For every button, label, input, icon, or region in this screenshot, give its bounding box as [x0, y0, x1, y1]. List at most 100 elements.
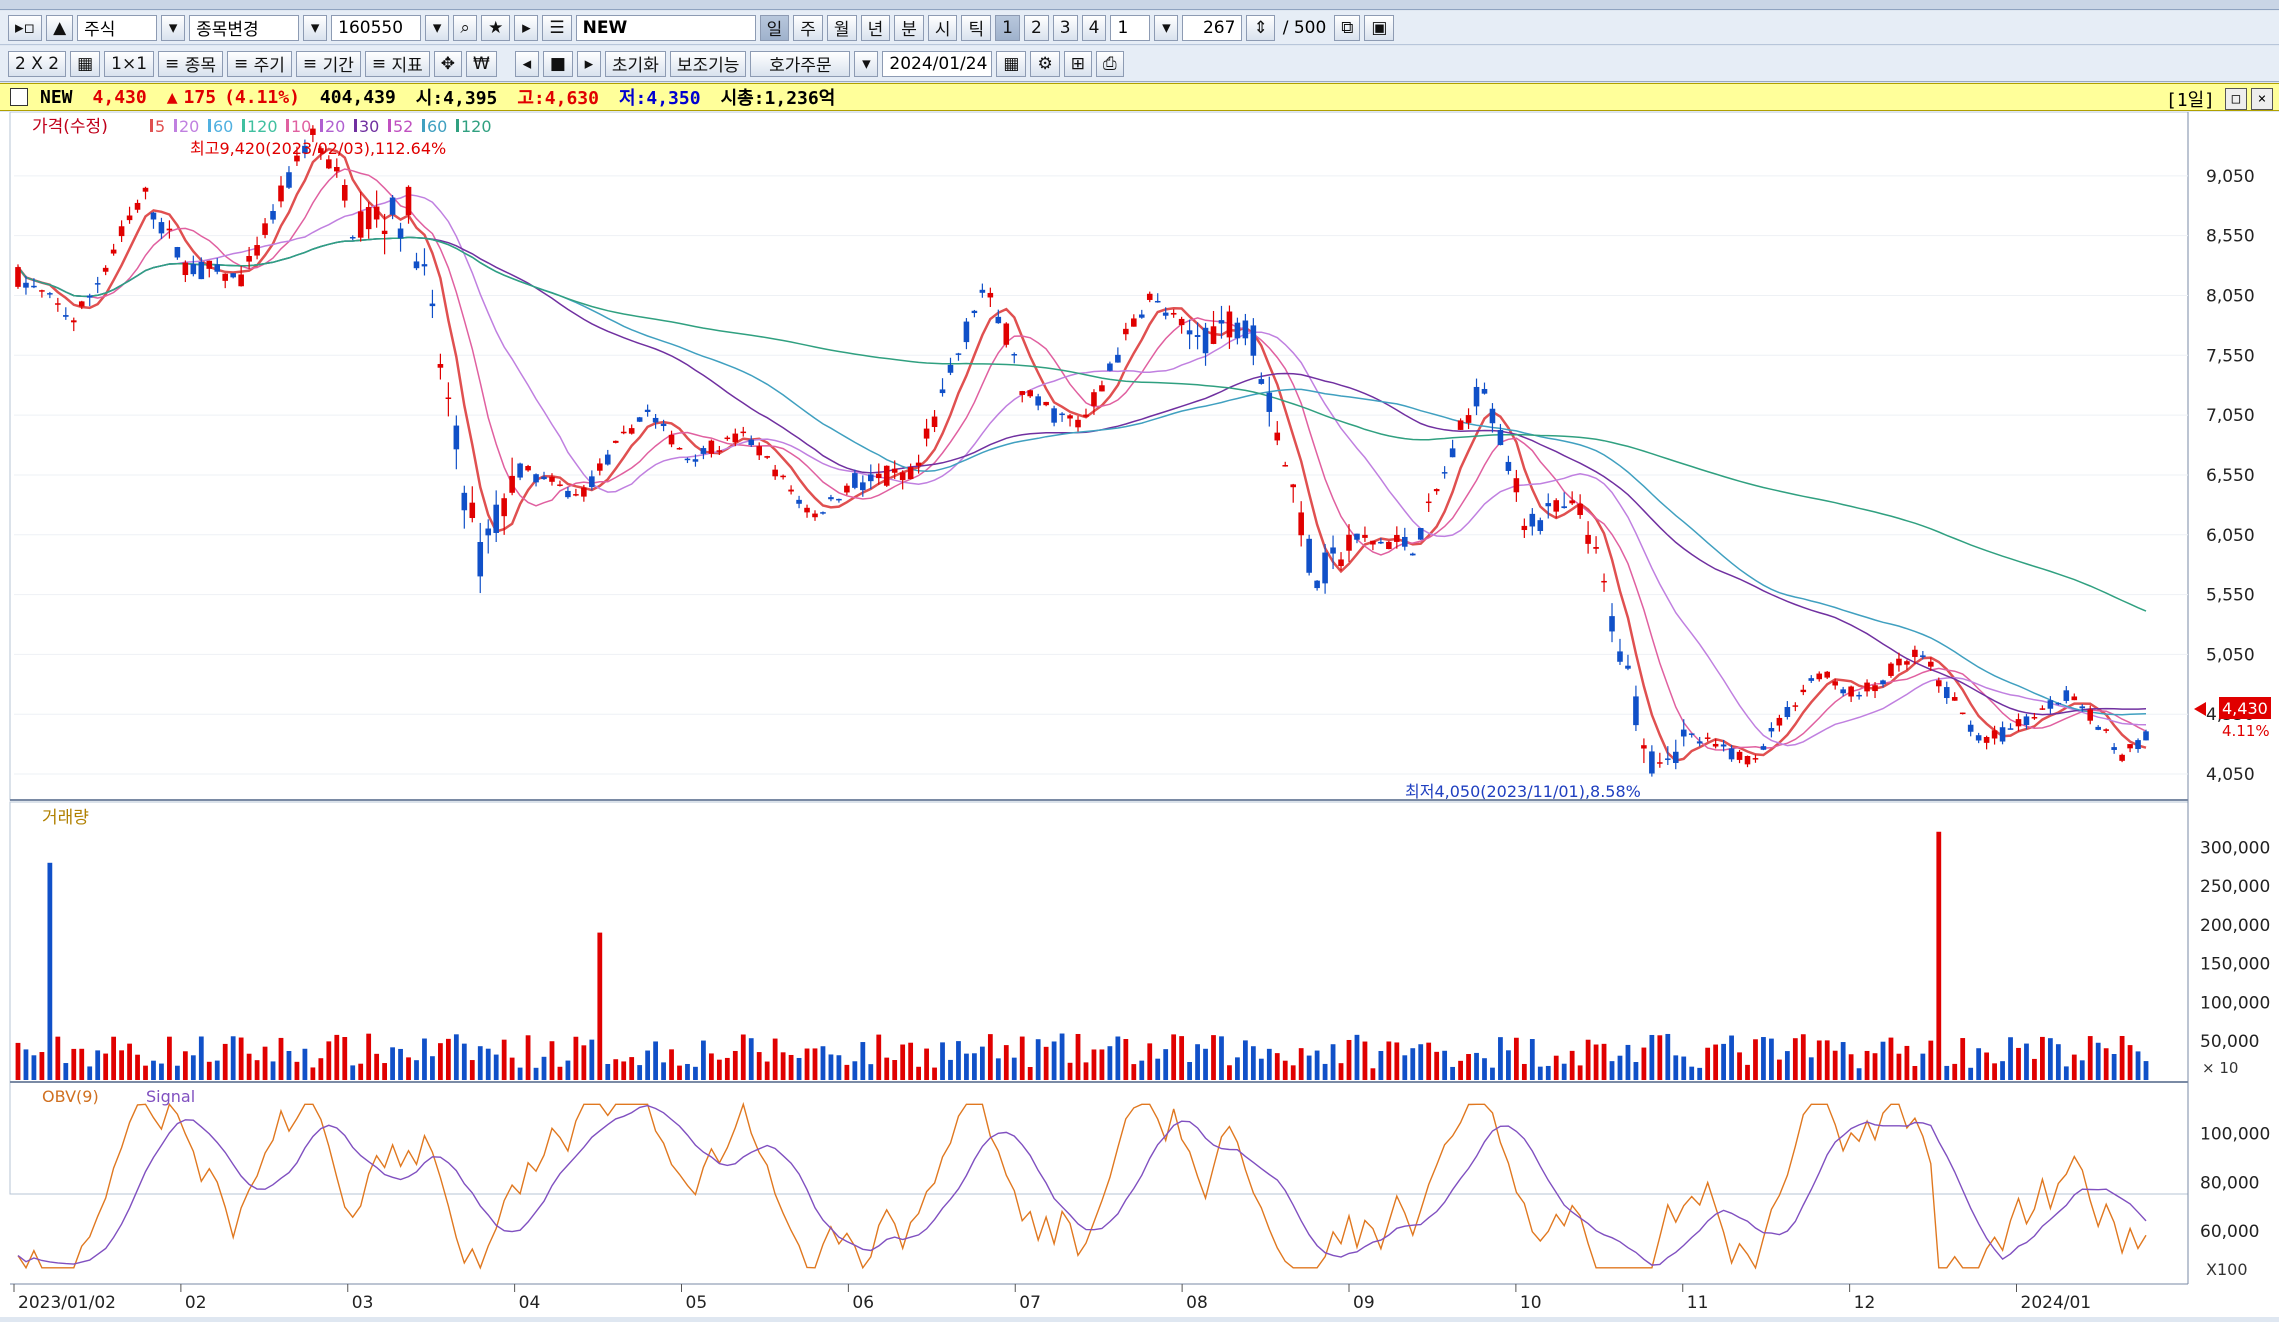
period-tab-week[interactable]: 주 [793, 14, 823, 41]
single-view-icon[interactable]: 1×1 [104, 50, 155, 77]
chart-svg[interactable]: 9,050 8,550 8,050 7,550 7,050 6,550 6,050 5,550… [0, 111, 2279, 1317]
ma-legend-swatch-2 [208, 119, 211, 132]
volume-bar [1418, 1044, 1424, 1080]
scroll-right-icon[interactable]: ▸ [576, 50, 601, 77]
export-icon[interactable]: ⊞ [1063, 50, 1092, 77]
current-price-tag [2219, 697, 2271, 719]
up-arrow-button[interactable]: ▲ [46, 14, 74, 41]
multiplier-4[interactable]: 4 [1081, 14, 1107, 41]
volume-bar [270, 1061, 276, 1080]
order-button[interactable]: 호가주문 [750, 50, 851, 77]
volume-bar [748, 1038, 754, 1080]
period-tab-minute[interactable]: 분 [894, 14, 924, 41]
chart-area[interactable]: 9,050 8,550 8,050 7,550 7,050 6,550 6,050 5,550… [0, 111, 2279, 1317]
date-input[interactable]: 2024/01/24 [882, 50, 993, 77]
multiplier-3[interactable]: 3 [1052, 14, 1078, 41]
volume-bar [1593, 1044, 1599, 1080]
period-tab-hour[interactable]: 시 [927, 14, 958, 41]
volume-bar [677, 1065, 682, 1080]
volume-bar [804, 1048, 810, 1080]
print-icon[interactable]: ⎙ [1095, 50, 1124, 77]
menu-cycle-button[interactable]: ≡ 주기 [226, 50, 292, 77]
candle-body [1625, 665, 1631, 669]
period-tab-month[interactable]: 월 [826, 14, 857, 41]
multiplier-dropdown-icon[interactable]: ▾ [1154, 14, 1179, 41]
currency-icon[interactable]: ₩ [466, 50, 497, 77]
save-icon[interactable]: ▣ [1364, 14, 1395, 41]
menu-period-button[interactable]: ≡ 기간 [295, 50, 361, 77]
favorite-star-icon[interactable]: ★ [481, 14, 511, 41]
info-low: 저:4,350 [618, 88, 701, 109]
menu-period-label: 기간 [322, 56, 354, 76]
aux-function-button[interactable]: 보조기능 [669, 50, 747, 77]
candle-body [2119, 754, 2125, 761]
close-icon[interactable]: × [2251, 88, 2273, 110]
menu-stock-button[interactable]: ≡ 종목 [158, 50, 223, 77]
scroll-left-icon[interactable]: ◂ [514, 50, 539, 77]
candle-body [1170, 312, 1177, 315]
candle-body [1258, 379, 1265, 384]
candle-body [230, 273, 236, 278]
next-icon[interactable]: ▸ [514, 14, 539, 41]
volume-bar [621, 1061, 627, 1080]
candle-body [150, 212, 157, 220]
layout-button[interactable]: 2 X 2 [8, 50, 67, 77]
candle-body [1816, 673, 1823, 680]
volume-bar [1792, 1038, 1798, 1080]
period-tab-tick[interactable]: 틱 [961, 14, 992, 41]
market-dropdown-icon[interactable]: ▾ [161, 14, 186, 41]
settings-gear-icon[interactable]: ⚙ [1030, 50, 1060, 77]
volume-bar [167, 1036, 172, 1080]
volume-bar [661, 1062, 666, 1080]
candle-body [86, 295, 93, 298]
stop-icon[interactable]: ■ [542, 50, 573, 77]
candle-body [1378, 541, 1384, 544]
select-checkbox[interactable] [10, 88, 28, 106]
candle-body [1465, 415, 1472, 423]
move-icon[interactable]: ✥ [433, 50, 463, 77]
reset-button[interactable]: 초기화 [604, 50, 666, 77]
info-change-arrow: ▲ [166, 86, 178, 108]
search-icon[interactable]: ⌕ [453, 14, 478, 41]
period-tab-day[interactable]: 일 [759, 14, 790, 41]
calendar-icon[interactable]: ▦ [996, 50, 1027, 77]
candle-body [397, 228, 404, 239]
maximize-icon[interactable]: □ [2225, 88, 2247, 110]
menu-indicator-button[interactable]: ≡ 지표 [364, 50, 430, 77]
new-window-icon[interactable]: ⧉ [1334, 14, 1361, 41]
volume-bar [1617, 1055, 1623, 1080]
volume-bar [1506, 1050, 1511, 1080]
candle-body [1386, 541, 1392, 550]
candle-body [1433, 489, 1440, 492]
link-toggle-icon[interactable]: ▸▫ [8, 14, 43, 41]
count-spinner-icon[interactable]: ⇕ [1246, 14, 1275, 41]
change-code-button[interactable]: 종목변경 [189, 14, 300, 41]
candle-body [1138, 314, 1145, 318]
ma-legend-swatch-3 [242, 119, 245, 132]
multiplier-input[interactable]: 1 [1110, 14, 1151, 41]
count-input[interactable]: 267 [1182, 14, 1243, 41]
candle-body [278, 185, 284, 202]
multiplier-2[interactable]: 2 [1023, 14, 1049, 41]
volume-tick-5: 50,000 [2200, 1032, 2259, 1052]
volume-bar [820, 1046, 826, 1080]
code-dropdown-icon[interactable]: ▾ [425, 14, 450, 41]
multiplier-1[interactable]: 1 [995, 14, 1020, 41]
volume-bar [1282, 1060, 1288, 1080]
period-tab-year[interactable]: 년 [860, 14, 891, 41]
grid-icon[interactable]: ▦ [70, 50, 101, 77]
candle-body [1665, 758, 1671, 760]
stock-code-input[interactable]: 160550 [331, 14, 422, 41]
volume-bar [2087, 1036, 2093, 1080]
volume-bar [2079, 1060, 2085, 1080]
market-select[interactable]: 주식 [77, 14, 158, 41]
candle-body [923, 428, 930, 439]
order-dropdown-icon[interactable]: ▾ [854, 50, 879, 77]
obv-tick-1: 80,000 [2200, 1173, 2259, 1193]
list-icon[interactable]: ☰ [542, 14, 572, 41]
candle-body [541, 476, 547, 480]
x-label-5: 06 [852, 1293, 874, 1313]
volume-bar [15, 1042, 21, 1080]
volume-bar [1434, 1051, 1440, 1080]
change-code-dropdown-icon[interactable]: ▾ [303, 14, 328, 41]
